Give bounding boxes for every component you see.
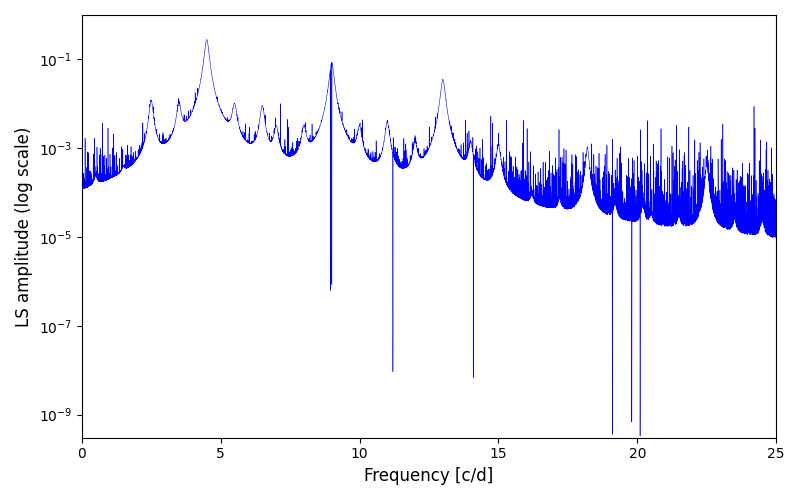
Y-axis label: LS amplitude (log scale): LS amplitude (log scale) [15,126,33,326]
X-axis label: Frequency [c/d]: Frequency [c/d] [364,467,494,485]
